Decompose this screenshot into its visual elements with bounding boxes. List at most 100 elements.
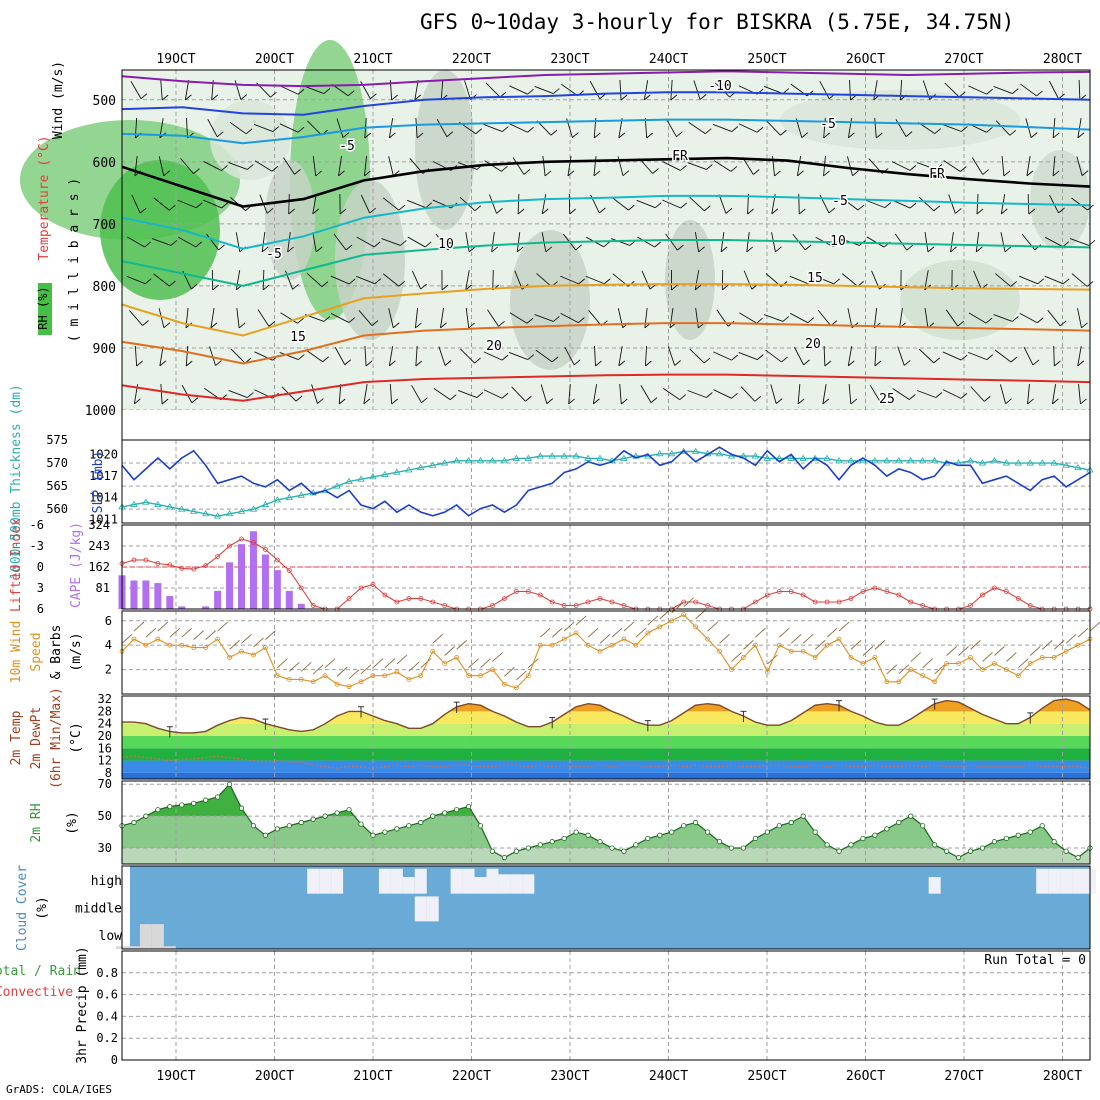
lifted-index-marker — [836, 599, 842, 605]
wind-barb — [1051, 384, 1057, 404]
slp-tick-label: 1014 — [89, 491, 118, 505]
wind-barb-flag — [698, 246, 705, 253]
wind-barb — [288, 193, 290, 215]
thickness-marker — [656, 450, 664, 457]
wind-barb — [363, 384, 368, 404]
wind-speed-marker — [442, 661, 448, 666]
wind-barb — [670, 79, 673, 101]
wind-barb — [610, 238, 631, 246]
rh-marker — [430, 813, 436, 819]
wind-speed-marker — [645, 630, 651, 636]
wind-barb-flag — [371, 320, 379, 326]
rh-legend-swatch — [38, 283, 52, 335]
wind-barb — [382, 273, 400, 287]
wind-barb — [742, 157, 754, 175]
ylabel-thickness: 1000-500mb Thickness (dm) — [9, 384, 24, 580]
thickness-marker — [596, 454, 604, 461]
lifted-index-line — [121, 538, 1090, 610]
wind-barb — [968, 351, 987, 361]
wind-barb-10m — [133, 621, 145, 632]
wind-barb-flag — [159, 360, 167, 367]
thickness-marker — [393, 468, 401, 475]
lifted-index-marker — [406, 596, 412, 601]
wind-barb — [492, 269, 494, 291]
wind-barb — [689, 348, 705, 364]
wind-barb-flag — [550, 129, 558, 136]
wind-barb-flag — [797, 170, 804, 177]
wind-barb — [713, 160, 732, 172]
wind-barb-flag — [185, 360, 193, 367]
wind-barb — [942, 389, 962, 399]
wind-barb — [1078, 79, 1081, 101]
wind-barb-flag — [955, 208, 962, 214]
wind-barb-flag — [746, 246, 754, 253]
rh-marker — [812, 829, 818, 835]
ylabel-temp2m: 2m Temp — [9, 710, 24, 765]
wind-barb-flag — [1058, 207, 1065, 214]
wind-barb-flag — [1054, 360, 1061, 367]
wind-barb-flag — [857, 204, 865, 211]
wind-barb — [509, 123, 528, 133]
wind-barb-flag — [420, 283, 427, 290]
rh-marker — [693, 819, 699, 826]
wind-barb — [1027, 384, 1030, 404]
wind-barb-flag — [240, 94, 248, 100]
wind-barb-flag — [339, 208, 347, 215]
ylabel-precip-convective: Convective — [0, 985, 73, 1000]
wind-barb-10m — [958, 646, 969, 656]
wind-barb — [842, 273, 858, 287]
wind-barb-flag — [322, 356, 329, 363]
isotherm-line — [121, 322, 1091, 365]
li-tick-label: -6 — [30, 518, 44, 532]
rh-marker — [143, 813, 149, 819]
rh-marker — [226, 781, 233, 787]
wind-barb-flag — [823, 132, 830, 139]
wind-barb — [866, 236, 885, 248]
rh-marker — [597, 839, 603, 845]
rh-shade — [1030, 150, 1090, 250]
wind-barb-flag — [1028, 208, 1036, 215]
wind-barb — [1044, 275, 1064, 285]
lifted-index-marker — [370, 582, 376, 587]
rh-marker — [609, 845, 615, 851]
wind-barb — [847, 308, 853, 328]
wind-speed-marker — [1063, 648, 1069, 654]
wind-speed-marker — [860, 661, 866, 666]
rh-marker — [896, 819, 902, 826]
thickness-marker — [536, 452, 544, 459]
wind-speed-marker — [1039, 654, 1045, 660]
thickness-marker — [213, 512, 222, 519]
wind-barb — [334, 347, 346, 365]
rh-marker — [573, 829, 579, 835]
wind-speed-marker — [227, 654, 232, 660]
wind-barb-flag — [1026, 170, 1034, 177]
wind-speed-marker — [179, 642, 185, 648]
ylabel-wind10m: (m/s) — [69, 632, 84, 671]
wind-speed-marker — [800, 648, 806, 654]
lifted-index-marker — [310, 603, 316, 608]
wind-speed-marker — [525, 673, 531, 679]
wind-barb — [338, 156, 342, 176]
thickness-marker — [823, 454, 831, 461]
wind-barb — [924, 308, 929, 328]
wind-barb-flag — [526, 317, 534, 324]
wind-barb-flag — [161, 94, 169, 101]
rh-tick-label: 70 — [98, 777, 112, 791]
wind-barb-flag — [747, 208, 754, 215]
wind-barb — [464, 80, 471, 100]
wind-barb — [948, 194, 956, 214]
wind-barb-flag — [807, 317, 815, 324]
rh-marker — [621, 848, 627, 854]
wind-barb-flag — [848, 132, 855, 139]
wind-speed-marker — [824, 642, 830, 648]
wind-barb-flag — [976, 246, 983, 253]
wind-barb — [457, 390, 478, 398]
wind-barb — [585, 275, 605, 285]
thickness-marker — [512, 454, 521, 461]
thickness-tick-label: 575 — [46, 433, 68, 447]
wind-barb — [766, 120, 781, 136]
wind-barb-flag — [191, 397, 199, 404]
wind-barb-flag — [1032, 359, 1040, 366]
wind-barb — [874, 345, 877, 367]
precip-tick-label: 0.8 — [96, 966, 118, 980]
